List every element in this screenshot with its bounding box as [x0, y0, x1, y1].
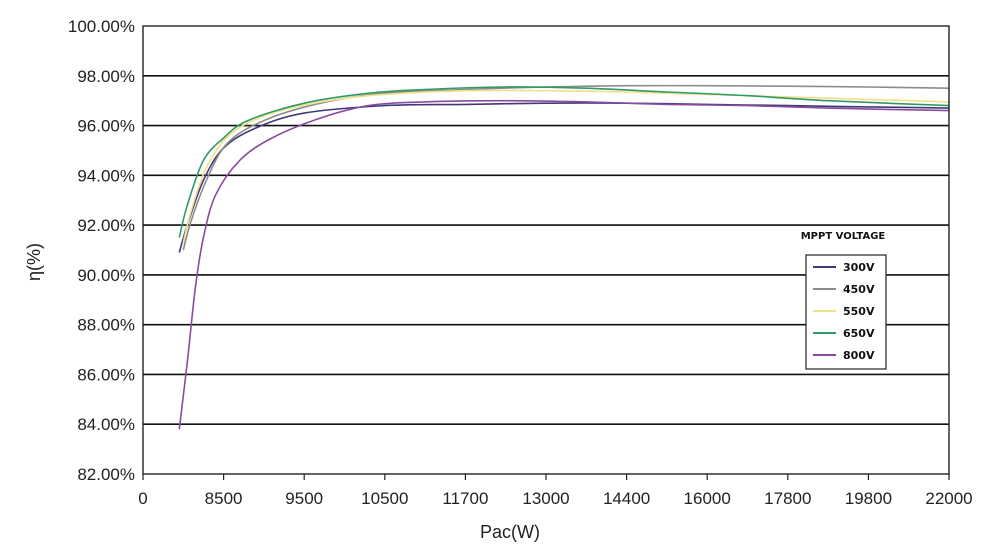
- x-tick-label: 8500: [205, 489, 243, 508]
- legend: MPPT VOLTAGE 300V 450V 550V 650V 800V: [801, 231, 887, 370]
- grid: [143, 74, 949, 426]
- series-line-800V: [178, 99, 950, 430]
- series-lines: [178, 84, 950, 430]
- plot-frame: [142, 25, 950, 475]
- axes: [142, 25, 950, 480]
- x-tick-label: 13000: [522, 489, 569, 508]
- series-line-450V: [182, 84, 950, 251]
- legend-label-550V: 550V: [843, 305, 875, 318]
- y-tick-label: 96.00%: [77, 117, 135, 136]
- series-line-550V: [182, 89, 950, 243]
- y-tick-label: 92.00%: [77, 216, 135, 235]
- legend-label-650V: 650V: [843, 327, 875, 340]
- y-tick-label: 84.00%: [77, 415, 135, 434]
- x-tick-label: 11700: [442, 489, 488, 508]
- series-line-650V: [178, 86, 950, 238]
- y-tick-label: 98.00%: [77, 67, 135, 86]
- y-tick-label: 100.00%: [68, 17, 135, 36]
- x-tick-label: 14400: [603, 489, 650, 508]
- x-tick-label: 16000: [684, 489, 731, 508]
- tick-labels: 100.00% 98.00% 96.00% 94.00% 92.00% 90.00% 88.…: [68, 17, 973, 508]
- x-tick-label: 22000: [925, 489, 972, 508]
- x-tick-label: 0: [138, 489, 147, 508]
- y-tick-label: 86.00%: [77, 365, 135, 384]
- legend-label-450V: 450V: [843, 283, 875, 296]
- x-tick-label: 9500: [285, 489, 323, 508]
- legend-label-300V: 300V: [843, 261, 875, 274]
- y-axis-title: η(%): [24, 243, 44, 281]
- y-tick-label: 90.00%: [77, 266, 135, 285]
- series-line-300V: [178, 102, 950, 253]
- y-tick-label: 88.00%: [77, 316, 135, 335]
- legend-title: MPPT VOLTAGE: [801, 231, 886, 242]
- x-tick-label: 17800: [764, 489, 811, 508]
- legend-label-800V: 800V: [843, 349, 875, 362]
- y-tick-label: 94.00%: [77, 166, 135, 185]
- y-tick-label: 82.00%: [77, 465, 135, 484]
- x-tick-label: 10500: [361, 489, 408, 508]
- x-tick-label: 19800: [845, 489, 892, 508]
- x-axis-title: Pac(W): [480, 522, 540, 542]
